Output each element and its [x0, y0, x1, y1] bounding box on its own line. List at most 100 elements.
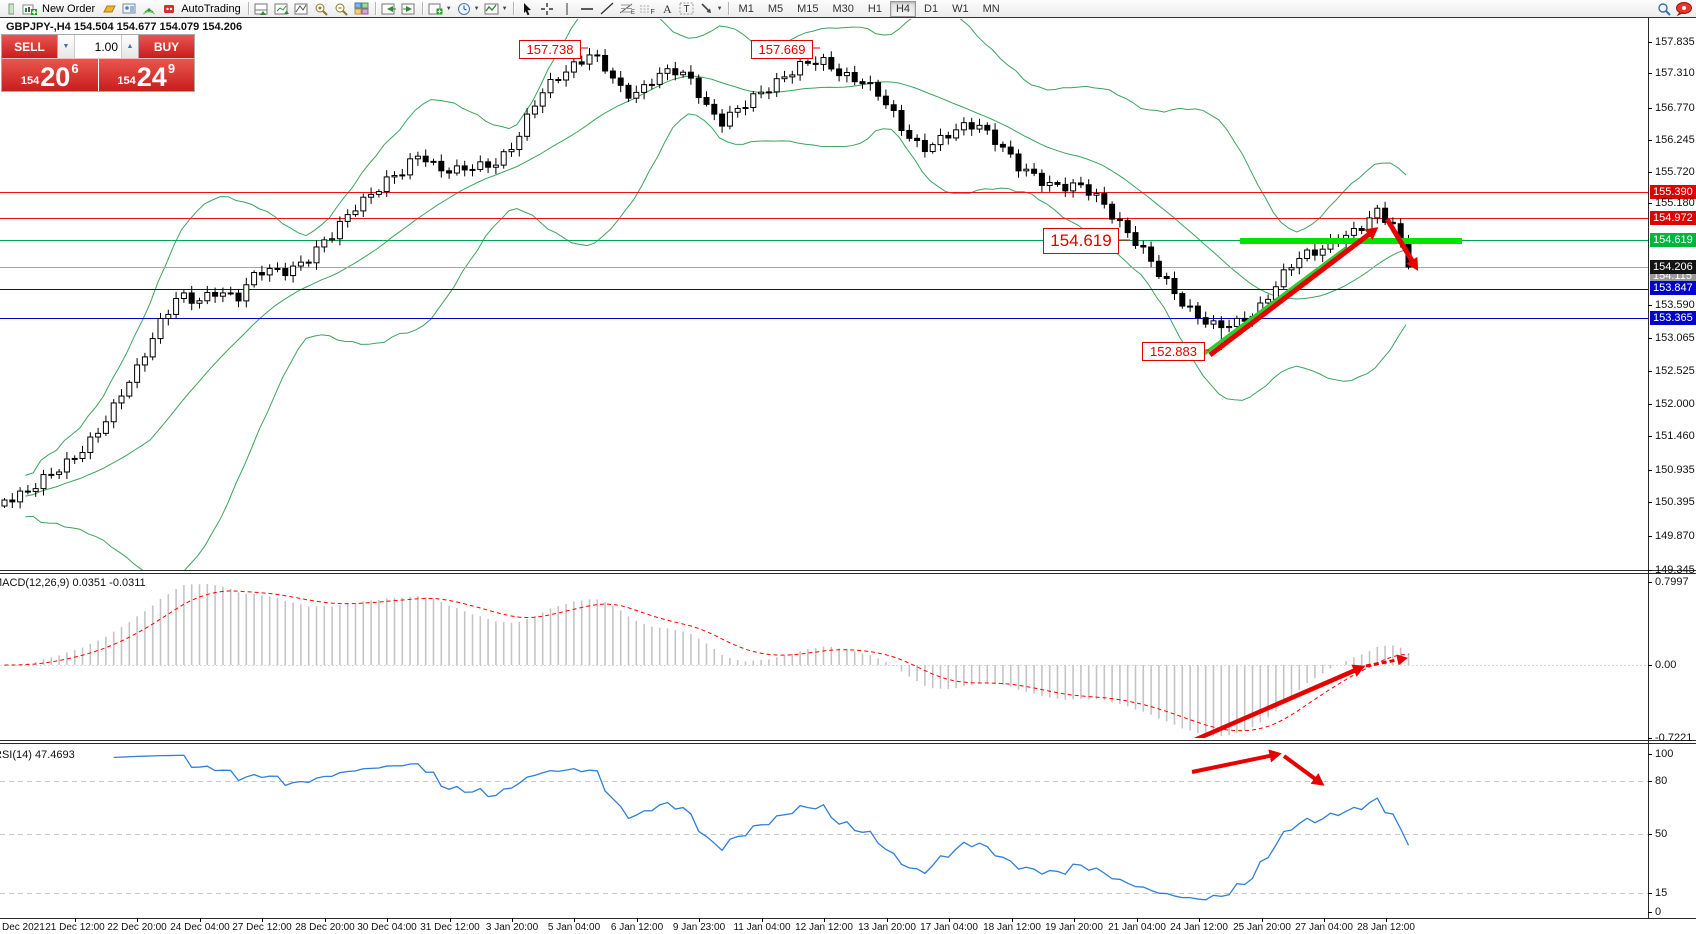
time-tick-label: 21 Dec 12:00	[45, 922, 105, 933]
price-tick: 150.395	[1655, 496, 1695, 508]
add-indicator-caret[interactable]: ▼	[445, 5, 452, 12]
svg-text:A: A	[663, 2, 672, 15]
indicator-window-icon[interactable]	[253, 1, 271, 16]
rsi-scale-tick: 80	[1655, 775, 1668, 787]
price-tick: 153.590	[1655, 299, 1695, 311]
price-tick: 156.770	[1655, 102, 1695, 114]
price-badge: 153.365	[1650, 311, 1696, 325]
price-annotation-label[interactable]: 152.883	[1142, 342, 1205, 361]
time-tick-label: 19 Jan 20:00	[1045, 922, 1103, 933]
timeframe-buttons: M1 M5 M15 M30 H1 H4 D1 W1 MN	[732, 0, 1007, 17]
text-label-tool-icon[interactable]: T	[678, 1, 696, 16]
autotrading-button[interactable]: AutoTrading	[179, 3, 245, 15]
text-tool-icon[interactable]: A	[658, 1, 676, 16]
time-tick-label: 24 Dec 04:00	[170, 922, 230, 933]
volume-input[interactable]	[75, 35, 121, 58]
timeframe-m30[interactable]: M30	[827, 1, 860, 17]
volume-stepper: ▼ ▲	[57, 35, 139, 58]
timeframe-m1[interactable]: M1	[733, 1, 760, 17]
time-tick-label: 11 Jan 04:00	[733, 922, 791, 933]
one-click-trading-panel: SELL ▼ ▲ BUY 154 20 6 154 24 9	[1, 34, 195, 92]
main-toolbar: New Order AutoTrading ▼ ▼ ▼ E F A T	[0, 0, 1696, 18]
new-order-icon[interactable]	[21, 1, 39, 16]
price-tick: 155.720	[1655, 166, 1695, 178]
sell-price-pips: 20	[40, 62, 71, 93]
sell-price[interactable]: 154 20 6	[2, 59, 99, 91]
buy-button[interactable]: BUY	[139, 35, 194, 58]
notification-bubble-icon[interactable]	[1675, 1, 1693, 16]
price-annotation-label[interactable]: 157.738	[519, 40, 581, 59]
chart-type-caret[interactable]: ▼	[501, 5, 508, 12]
fibonacci-tool-icon[interactable]: E	[618, 1, 636, 16]
add-indicator-icon[interactable]	[427, 1, 445, 16]
time-tick-label: 18 Jan 12:00	[983, 922, 1041, 933]
buy-price-figure: 154	[117, 75, 136, 87]
macd-scale-tick: 0.7997	[1655, 576, 1689, 588]
time-tick-label: 27 Dec 12:00	[232, 922, 292, 933]
buy-price[interactable]: 154 24 9	[98, 59, 194, 93]
zoom-in-icon[interactable]	[313, 1, 331, 16]
chart-shift-icon[interactable]	[400, 1, 418, 16]
sell-button[interactable]: SELL	[2, 35, 57, 58]
deposit-icon[interactable]	[100, 1, 118, 16]
timeframe-w1[interactable]: W1	[946, 1, 975, 17]
signal-icon[interactable]	[140, 1, 158, 16]
vline-tool-icon[interactable]	[558, 1, 576, 16]
price-tick: 151.460	[1655, 430, 1695, 442]
trendline-tool-icon[interactable]	[598, 1, 616, 16]
hline-tool-icon[interactable]	[578, 1, 596, 16]
autotrading-icon[interactable]	[160, 1, 178, 16]
price-tick: 153.065	[1655, 332, 1695, 344]
time-tick-label: 28 Jan 12:00	[1357, 922, 1415, 933]
timeframe-m5[interactable]: M5	[762, 1, 789, 17]
price-tick: 152.000	[1655, 398, 1695, 410]
rsi-scale-tick: 100	[1655, 748, 1674, 760]
timeframe-d1[interactable]: D1	[918, 1, 944, 17]
period-clock-icon[interactable]	[455, 1, 473, 16]
timeframe-h4[interactable]: H4	[889, 0, 917, 17]
fibo-fan-tool-icon[interactable]: F	[638, 1, 656, 16]
new-order-button[interactable]: New Order	[40, 3, 99, 15]
cut-edge-icon	[1, 1, 19, 16]
rsi-scale-tick: 15	[1655, 887, 1668, 899]
crosshair-tool-icon[interactable]	[538, 1, 556, 16]
time-tick-label: 30 Dec 04:00	[357, 922, 417, 933]
timeframe-mn[interactable]: MN	[977, 1, 1006, 17]
profile-chart-icon[interactable]	[120, 1, 138, 16]
macd-scale-tick: 0.00	[1655, 659, 1677, 671]
price-annotation-label[interactable]: 154.619	[1043, 228, 1119, 254]
chart-type-icon[interactable]	[483, 1, 501, 16]
time-tick-label: 28 Dec 20:00	[295, 922, 355, 933]
period-caret[interactable]: ▼	[473, 5, 480, 12]
indicator-list-icon[interactable]	[273, 1, 291, 16]
time-tick-label: 21 Jan 04:00	[1108, 922, 1166, 933]
rsi-scale-tick: 50	[1655, 828, 1668, 840]
toolbar-separator	[374, 2, 376, 15]
toolbar-separator	[421, 2, 423, 15]
volume-increase-button[interactable]: ▲	[121, 35, 138, 58]
sell-price-figure: 154	[20, 75, 40, 87]
price-tick: 152.525	[1655, 365, 1695, 377]
price-annotation-label[interactable]: 157.669	[751, 40, 813, 59]
arrows-tool-icon[interactable]	[698, 1, 716, 16]
auto-scroll-icon[interactable]	[380, 1, 398, 16]
price-tick: 157.310	[1655, 67, 1695, 79]
price-tick: 149.870	[1655, 530, 1695, 542]
time-tick-label: 3 Jan 20:00	[485, 922, 539, 933]
timeframe-h1[interactable]: H1	[862, 1, 888, 17]
arrows-tool-caret[interactable]: ▼	[716, 5, 723, 12]
cursor-tool-icon[interactable]	[518, 1, 536, 16]
volume-decrease-button[interactable]: ▼	[58, 35, 75, 58]
search-icon[interactable]	[1655, 1, 1673, 16]
templates-icon[interactable]	[293, 1, 311, 16]
timeframe-m15[interactable]: M15	[791, 1, 824, 17]
zoom-out-icon[interactable]	[333, 1, 351, 16]
price-badge: 154.206	[1650, 260, 1696, 274]
buy-price-pips: 24	[136, 62, 167, 93]
price-tick: 150.935	[1655, 464, 1695, 476]
svg-text:F: F	[650, 9, 654, 15]
tile-windows-icon[interactable]	[353, 1, 371, 16]
price-tick: 155.180	[1655, 197, 1695, 209]
